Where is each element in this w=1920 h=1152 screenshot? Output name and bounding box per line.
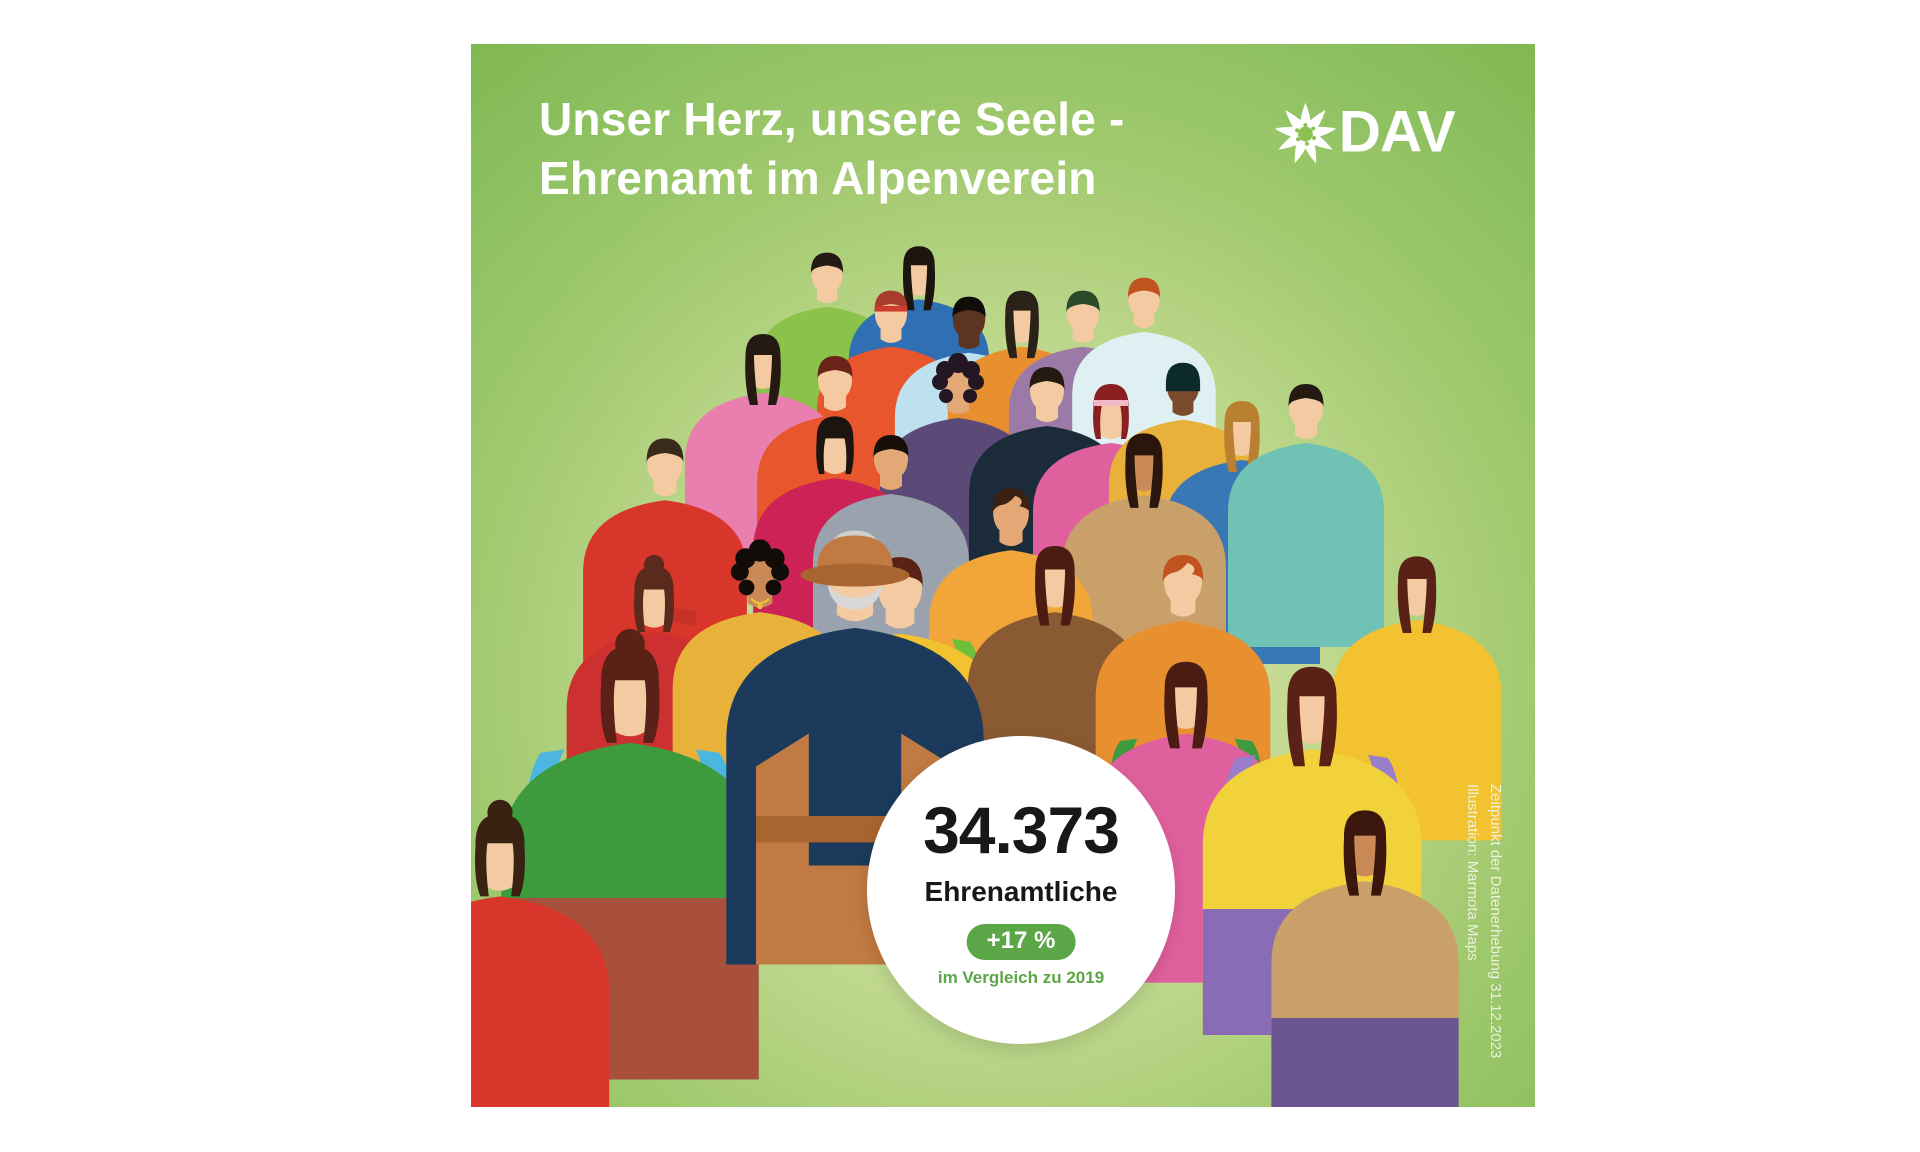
svg-text:DAV: DAV	[1339, 100, 1456, 165]
